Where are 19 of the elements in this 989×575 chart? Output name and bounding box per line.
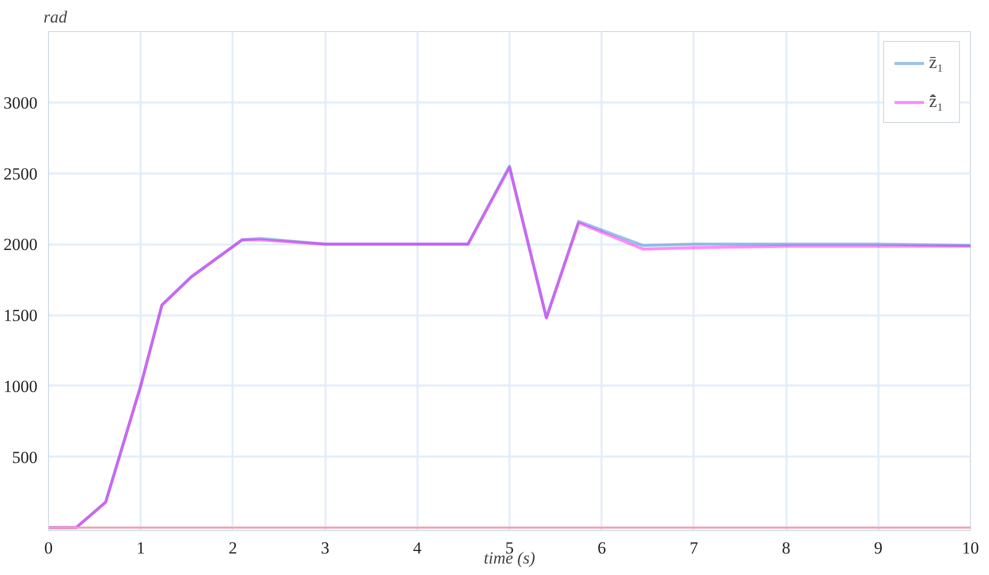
x-tick-label: 2	[228, 538, 238, 558]
x-tick-label: 4	[413, 538, 422, 558]
x-tick-label: 7	[690, 538, 699, 558]
y-tick-label: 3000	[4, 93, 38, 112]
y-tick-label: 1000	[4, 376, 38, 396]
x-tick-label: 10	[962, 538, 979, 558]
x-tick-label: 1	[136, 538, 145, 558]
legend-label: z̄̂₁	[929, 91, 944, 112]
x-tick-label: 3	[320, 538, 330, 558]
y-tick-label: 2500	[4, 164, 38, 184]
y-axis-title: rad	[44, 8, 68, 26]
x-tick-label: 9	[874, 538, 883, 558]
legend-label: z̄₁	[929, 52, 944, 73]
y-tick-label: 2000	[4, 235, 38, 254]
x-tick-label: 0	[44, 538, 53, 558]
x-tick-label: 6	[597, 538, 606, 558]
y-tick-label: 500	[12, 448, 38, 467]
x-tick-label: 8	[782, 538, 790, 558]
y-tick-label: 1500	[4, 306, 38, 326]
